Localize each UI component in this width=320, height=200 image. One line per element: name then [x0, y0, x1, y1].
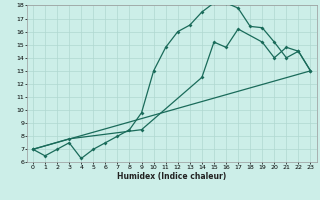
X-axis label: Humidex (Indice chaleur): Humidex (Indice chaleur) — [117, 172, 226, 181]
